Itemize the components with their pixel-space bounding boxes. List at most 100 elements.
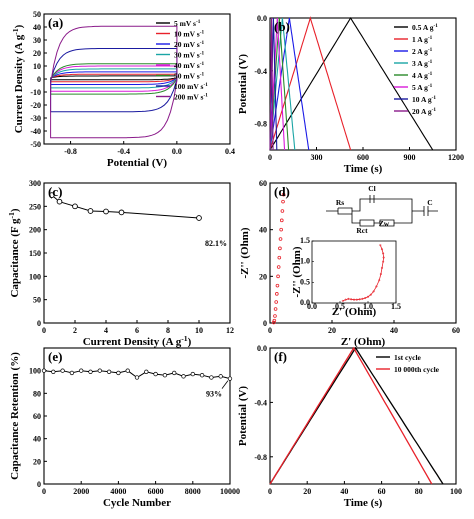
inset-point: [380, 248, 384, 251]
y-tick-label: 50: [33, 296, 41, 305]
data-point: [209, 375, 214, 380]
inset-point: [378, 279, 381, 282]
x-axis-title: Cycle Number: [103, 497, 171, 509]
y-tick-label: 40: [33, 435, 41, 444]
inset-point: [380, 266, 384, 269]
data-point: [181, 374, 186, 379]
inset-point: [382, 256, 385, 259]
data-point: [276, 265, 281, 269]
data-point: [118, 209, 125, 216]
y-tick-label: -0.4: [254, 67, 267, 76]
inset-point: [382, 252, 385, 255]
y-axis-title: Potential (V): [237, 54, 249, 115]
y-tick-label: 80: [33, 389, 41, 398]
y-tick-label: 100: [29, 272, 41, 281]
x-tick-label: 900: [404, 153, 416, 162]
x-tick-label: 8: [166, 326, 170, 335]
y-tick-label: -50: [30, 140, 41, 149]
x-tick-label: 6000: [148, 487, 164, 496]
gcd-curve: [269, 16, 434, 151]
panel-label: (a): [48, 15, 63, 30]
inset-y-tick-label: 0.5: [300, 277, 310, 286]
y-tick-label: 50: [33, 10, 41, 19]
data-point: [79, 368, 84, 373]
inset-point: [379, 273, 382, 276]
data-point: [69, 370, 75, 376]
inset-x-tick-label: 0.0: [307, 302, 317, 311]
data-point: [41, 368, 47, 373]
inset-point: [355, 298, 358, 301]
data-point: [162, 373, 168, 378]
x-tick-label: 8000: [185, 487, 201, 496]
x-tick-label: 0.0: [172, 147, 182, 156]
cv-curve: [50, 63, 178, 95]
gcd-curve: [269, 17, 274, 151]
gcd-curve: [269, 17, 310, 151]
legend-label: 1 A g-1: [412, 35, 433, 44]
equivalent-circuit: Rs Cl Rct Zw C: [326, 184, 438, 235]
legend-label: 10 000th cycle: [394, 365, 440, 374]
legend-label: 2 A g-1: [412, 47, 433, 56]
data-point: [116, 370, 121, 376]
chart-panel: 0 2 4 6 8 10 12 0 50 100 150 200 250 300 Current Densi…: [7, 179, 235, 348]
data-point: [279, 227, 283, 232]
inset-point: [347, 297, 350, 300]
data-point: [48, 192, 55, 198]
x-tick-label: 0: [42, 326, 46, 335]
legend-label: 20 A g-1: [412, 107, 436, 116]
data-point: [97, 368, 102, 373]
data-point: [199, 373, 205, 378]
inset-frame: [311, 240, 397, 304]
x-tick-label: 40: [340, 487, 348, 496]
legend-label: 40 mV s-1: [174, 61, 204, 70]
x-tick-label: 2: [73, 326, 77, 335]
x-tick-label: 4000: [110, 487, 126, 496]
data-point: [227, 376, 233, 381]
chart-panel: 0 20 40 60 0 20 40 60 Z' (Ohm) -Z'' (Ohm) Rs Cl Rct Z…: [239, 179, 460, 348]
x-axis-title: Current Density (A g-1): [83, 334, 192, 349]
data-point: [271, 320, 276, 325]
y-tick-label: 100: [29, 367, 41, 376]
data-point: [134, 375, 140, 380]
panel-label: (b): [274, 19, 290, 34]
y-axis-title: Capacitance Retention (%): [9, 352, 21, 480]
y-tick-label: -10: [30, 88, 41, 97]
cv-curve: [50, 25, 178, 139]
y-tick-label: -20: [30, 101, 41, 110]
y-tick-label: 0.0: [257, 344, 267, 353]
circuit-wiring: [326, 198, 438, 227]
data-point: [51, 369, 56, 374]
y-tick-label: 0: [37, 480, 41, 489]
legend-label: 3 A g-1: [412, 59, 433, 68]
x-tick-label: 60: [452, 326, 460, 335]
data-point: [278, 246, 282, 251]
legend-label: 20 mV s-1: [174, 40, 204, 49]
y-tick-label: 20: [259, 272, 267, 281]
x-tick-label: 600: [357, 153, 369, 162]
x-tick-label: 40: [390, 326, 398, 335]
inset-point: [344, 298, 347, 301]
y-tick-label: -30: [30, 114, 41, 123]
inset-point: [369, 293, 372, 296]
y-axis-title: Capacitance (F g-1): [7, 208, 22, 297]
legend-label: 200 mV s-1: [174, 93, 208, 102]
y-axis-title: -Z'' (Ohm): [239, 227, 251, 278]
inset-point: [350, 298, 353, 301]
inset-point: [341, 299, 344, 302]
y-tick-label: -0.8: [254, 453, 267, 462]
data-point: [218, 374, 223, 379]
y-tick-label: 250: [29, 202, 41, 211]
data-point: [273, 307, 278, 311]
y-axis-title: Current Density (A g-1): [11, 24, 26, 133]
inset-x-axis-title: Z' (Ohm): [332, 306, 377, 318]
legend-label: 1st cycle: [394, 353, 422, 362]
data-point: [144, 369, 149, 374]
y-tick-label: 40: [259, 226, 267, 235]
x-tick-label: 2000: [73, 487, 89, 496]
y-tick-label: 40: [33, 23, 41, 32]
chart-panel: 0 20 40 60 80 100 -0.8 -0.4 0.0 Time (s) Potential…: [237, 344, 462, 509]
x-tick-label: 80: [415, 487, 423, 496]
x-tick-label: 10: [195, 326, 203, 335]
data-point: [280, 209, 285, 213]
